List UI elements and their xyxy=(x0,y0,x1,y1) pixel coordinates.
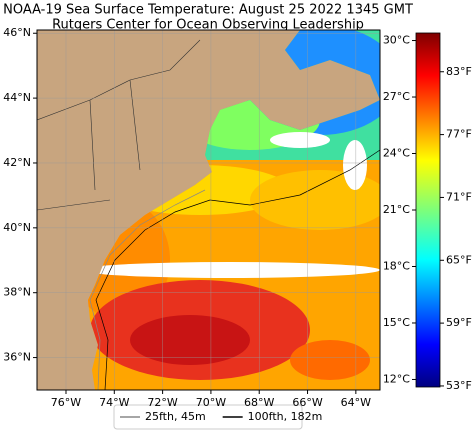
colorbar-c-label: 12°C xyxy=(383,372,410,385)
y-tick-label: 44°N xyxy=(3,91,31,104)
colorbar-f-label: 83°F xyxy=(446,65,472,78)
legend-label: 25fth, 45m xyxy=(145,410,206,423)
colorbar-c-label: 24°C xyxy=(383,147,410,160)
subtitle: Rutgers Center for Ocean Observing Leade… xyxy=(52,18,364,33)
colorbar-f-label: 53°F xyxy=(446,379,472,392)
colorbar-c-label: 18°C xyxy=(383,259,410,272)
x-tick-label: 74°W xyxy=(99,396,129,409)
colorbar xyxy=(415,32,441,388)
colorbar-c-label: 21°C xyxy=(383,203,410,216)
colorbar-c-label: 30°C xyxy=(383,34,410,47)
legend-label: 100fth, 182m xyxy=(248,410,323,423)
x-tick-label: 76°W xyxy=(51,396,81,409)
map-frame xyxy=(36,29,381,391)
y-tick-label: 38°N xyxy=(3,286,31,299)
y-tick-label: 40°N xyxy=(3,221,31,234)
colorbar-f-label: 77°F xyxy=(446,128,472,141)
colorbar-c-label: 27°C xyxy=(383,90,410,103)
x-tick-label: 70°W xyxy=(196,396,226,409)
x-tick-label: 68°W xyxy=(244,396,274,409)
colorbar-f-label: 65°F xyxy=(446,253,472,266)
x-tick-label: 64°W xyxy=(341,396,371,409)
map-area xyxy=(37,30,380,390)
colorbar-c-label: 15°C xyxy=(383,316,410,329)
colorbar-f-label: 59°F xyxy=(446,316,472,329)
title: NOAA-19 Sea Surface Temperature: August … xyxy=(3,3,413,18)
y-tick-label: 42°N xyxy=(3,156,31,169)
y-tick-label: 36°N xyxy=(3,351,31,364)
y-tick-label: 46°N xyxy=(3,26,31,39)
grid xyxy=(37,30,380,390)
x-tick-label: 72°W xyxy=(147,396,177,409)
x-tick-label: 66°W xyxy=(292,396,322,409)
colorbar-f-label: 71°F xyxy=(446,190,472,203)
legend xyxy=(113,404,303,430)
